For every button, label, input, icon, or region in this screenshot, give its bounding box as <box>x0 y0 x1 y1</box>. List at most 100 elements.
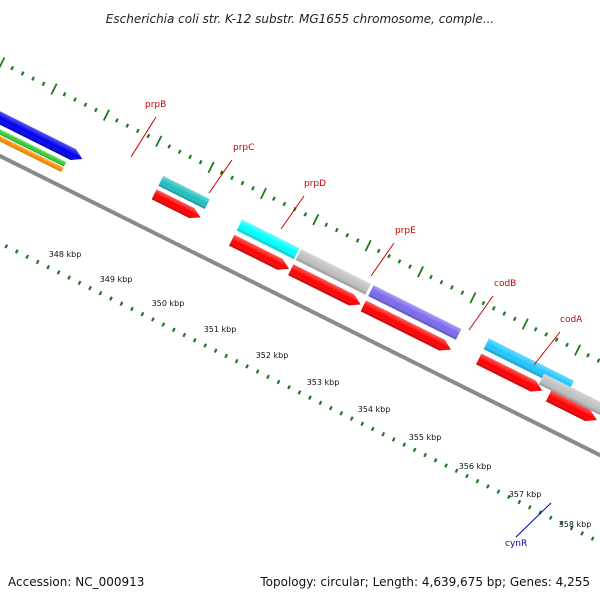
scale-labels: 348 kbp 349 kbp 350 kbp 351 kbp 352 kbp 353 k… <box>49 250 592 529</box>
gene-label-leader <box>130 116 157 158</box>
scale-label: 353 kbp <box>307 378 340 387</box>
scale-tick <box>554 337 559 342</box>
scale-tick <box>102 109 110 121</box>
gene-label: prpE <box>395 226 416 236</box>
scale-tick <box>73 97 77 102</box>
scale-tick <box>533 326 538 332</box>
scale-tick <box>77 280 82 286</box>
scale-tick <box>125 123 130 128</box>
scale-tick <box>109 296 113 301</box>
scale-tick <box>364 239 372 252</box>
scale-tick <box>135 128 140 134</box>
scale-tick <box>259 187 267 200</box>
scale-tick <box>502 311 507 316</box>
scale-tick <box>355 238 360 243</box>
scale-tick <box>417 266 424 278</box>
scale-tick <box>308 395 312 400</box>
scale-tick <box>460 290 465 295</box>
scale-label: 357 kbp <box>509 490 542 499</box>
scale-tick <box>177 149 182 155</box>
scale-tick <box>349 416 354 421</box>
gene-feature-shade <box>476 353 543 392</box>
scale-tick <box>41 81 46 87</box>
scale-tick <box>14 249 19 254</box>
scale-label: 350 kbp <box>152 299 185 308</box>
scale-tick <box>580 531 585 536</box>
scale-tick <box>88 285 92 291</box>
gene-features <box>0 102 600 421</box>
scale-tick <box>370 426 375 432</box>
scale-tick <box>391 437 396 442</box>
scale-label: 348 kbp <box>49 250 82 259</box>
scale-label: 349 kbp <box>100 275 133 284</box>
scale-tick <box>412 447 417 453</box>
scale-tick <box>574 344 582 356</box>
gene-feature-shade <box>229 234 290 270</box>
scale-tick <box>83 102 88 108</box>
gene-feature-shade <box>538 373 600 415</box>
scale-tick <box>213 348 218 353</box>
scale-tick <box>491 306 496 311</box>
scale-tick <box>376 248 381 254</box>
scale-tick <box>276 379 281 385</box>
scale-tick <box>171 327 176 333</box>
inner-scale-ticks <box>4 244 595 541</box>
scale-tick <box>397 259 402 264</box>
scale-tick <box>387 253 391 259</box>
scale-tick <box>429 274 433 280</box>
gene-feature-shade <box>368 285 462 340</box>
scale-tick <box>234 358 239 364</box>
gene-feature-shade <box>236 219 300 259</box>
scale-label: 351 kbp <box>204 325 237 334</box>
scale-tick <box>150 317 155 322</box>
scale-tick <box>423 452 427 458</box>
scale-tick <box>167 144 172 149</box>
scale-tick <box>255 369 260 374</box>
scale-tick <box>433 458 438 463</box>
scale-label: 354 kbp <box>358 405 391 414</box>
gene-labels: prpB prpC prpD prpE codB codA cynR <box>130 100 583 549</box>
scale-tick <box>251 185 255 191</box>
scale-tick <box>328 405 333 411</box>
gene-label-leader <box>370 242 395 277</box>
gene-label-leader <box>515 502 552 538</box>
scale-tick <box>454 468 459 474</box>
scale-tick <box>94 107 98 113</box>
scale-tick <box>130 306 134 312</box>
gene-label-leader <box>533 331 561 366</box>
scale-tick <box>439 279 444 285</box>
gene-feature-shade <box>158 175 210 209</box>
scale-tick <box>506 494 511 500</box>
scale-tick <box>287 384 291 390</box>
gene-label: codB <box>494 279 516 289</box>
scale-label: 352 kbp <box>256 351 289 360</box>
scale-tick <box>559 520 564 526</box>
scale-tick <box>444 463 448 468</box>
scale-tick <box>469 292 477 304</box>
scale-tick <box>155 135 163 148</box>
gene-feature-shade <box>0 116 67 167</box>
scale-tick <box>219 170 224 175</box>
scale-tick <box>381 431 386 437</box>
map-title: Escherichia coli str. K-12 substr. MG165… <box>106 12 494 26</box>
scale-tick <box>10 65 15 71</box>
scale-tick <box>590 536 595 541</box>
scale-tick <box>486 484 490 489</box>
scale-tick <box>50 83 58 95</box>
scale-tick <box>565 342 569 348</box>
gene-label-leader <box>280 195 305 230</box>
scale-tick <box>140 311 145 317</box>
scale-tick <box>119 301 124 306</box>
map-frame <box>0 57 600 541</box>
gene-label: codA <box>560 315 583 325</box>
scale-tick <box>303 212 308 217</box>
gene-feature-shade <box>0 102 83 160</box>
scale-tick <box>465 473 469 479</box>
gene-label: cynR <box>505 539 527 549</box>
scale-label: 356 kbp <box>459 462 492 471</box>
scale-tick <box>517 499 522 505</box>
scale-tick <box>230 175 234 181</box>
scale-tick <box>114 118 119 123</box>
scale-tick <box>450 285 454 290</box>
